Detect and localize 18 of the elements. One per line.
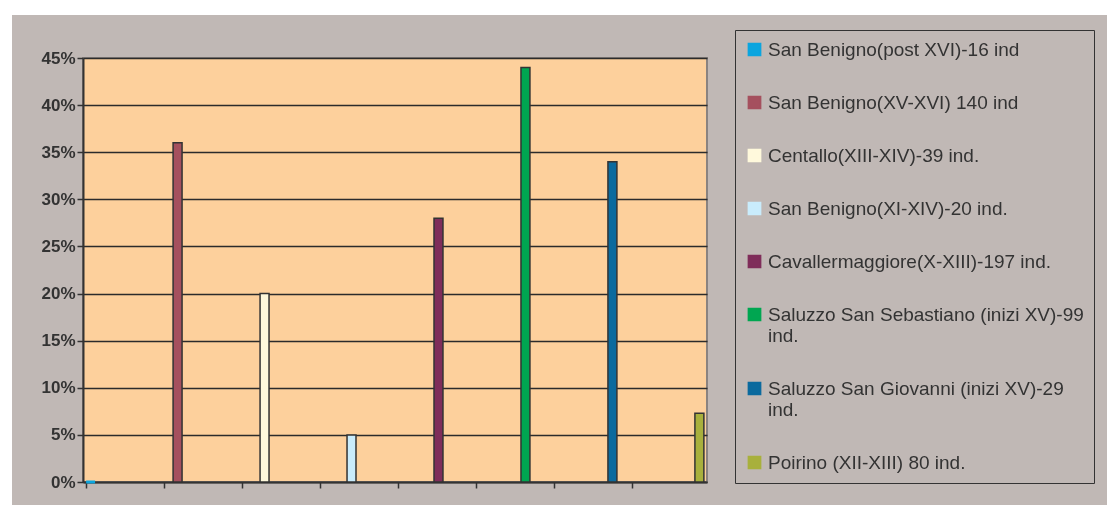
y-tick-label: 45%: [41, 48, 76, 68]
legend-label: Cavallermaggiore(X-XIII)-197 ind.: [768, 250, 1052, 272]
y-tick-label: 30%: [41, 189, 76, 209]
legend-label: Saluzzo San Sebastiano (inizi XV)-99 ind.: [768, 303, 1084, 346]
y-tick-label: 5%: [50, 425, 76, 445]
legend-label: Centallo(XIII-XIV)-39 ind.: [768, 144, 980, 166]
legend-label: San Benigno(XV-XVI) 140 ind: [768, 91, 1019, 113]
y-tick-label: 0%: [50, 472, 76, 492]
legend-label: Saluzzo San Giovanni (inizi XV)-29 ind.: [768, 377, 1064, 420]
y-tick-label: 20%: [41, 284, 76, 304]
y-tick-label: 15%: [41, 331, 76, 351]
y-tick-label: 25%: [41, 236, 76, 256]
y-tick-label: 40%: [41, 95, 76, 115]
legend-label: San Benigno(post XVI)-16 ind: [768, 38, 1020, 60]
legend-label: Poirino (XII-XIII) 80 ind.: [768, 451, 966, 473]
legend-label: San Benigno(XI-XIV)-20 ind.: [768, 197, 1008, 219]
y-tick-label: 35%: [41, 142, 76, 162]
y-tick-label: 10%: [41, 378, 76, 398]
